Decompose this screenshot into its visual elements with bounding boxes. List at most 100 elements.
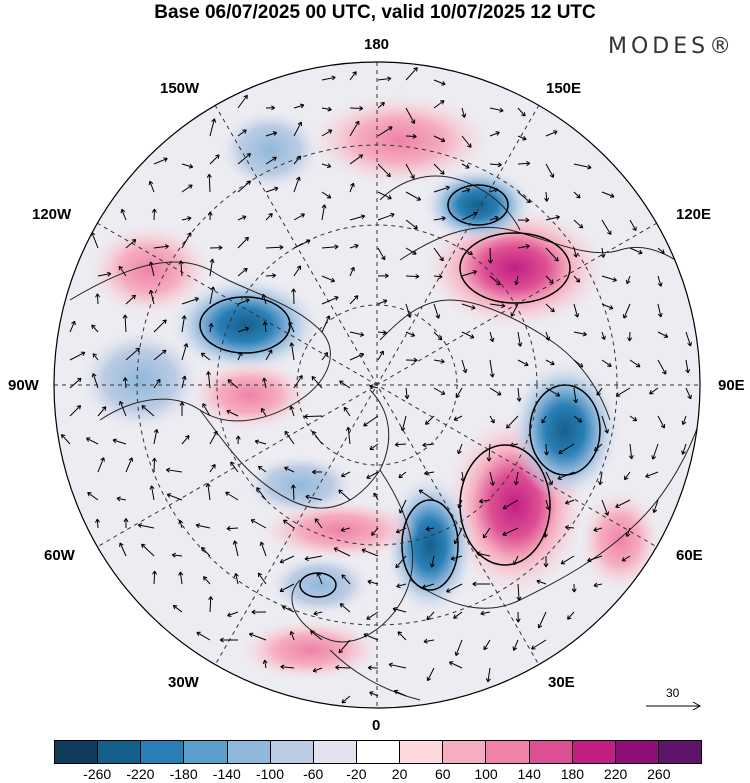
wind-arrow <box>91 373 99 389</box>
wind-arrow <box>517 135 527 141</box>
wind-arrow <box>510 303 519 317</box>
wind-arrow <box>405 247 417 255</box>
wind-arrow <box>97 457 105 473</box>
wind-arrow <box>629 415 638 422</box>
wind-arrow <box>254 439 267 445</box>
wind-arrow <box>333 547 351 557</box>
wind-arrow <box>118 400 127 417</box>
colorbar-tick-label: 140 <box>517 766 541 782</box>
wind-arrow <box>517 107 526 117</box>
wind-arrow <box>349 154 364 165</box>
graticule <box>54 62 700 708</box>
wind-arrow <box>393 689 407 697</box>
wind-arrow <box>457 499 463 509</box>
wind-arrow <box>340 527 351 533</box>
wind-arrow <box>343 406 351 417</box>
wind-arrow <box>262 659 268 669</box>
wind-arrow <box>587 555 603 563</box>
colorbar-swatch <box>226 741 270 763</box>
wind-arrow <box>377 163 391 178</box>
wind-arrow <box>573 359 584 368</box>
wind-arrow <box>651 443 659 460</box>
wind-arrow <box>433 387 446 395</box>
wind-arrow <box>460 471 466 482</box>
wind-arrow <box>377 126 393 137</box>
wind-arrow <box>571 583 577 593</box>
wind-arrow <box>593 582 603 588</box>
wind-arrow <box>545 387 561 397</box>
wind-arrow <box>291 288 297 305</box>
positive-anomaly-europe <box>240 620 380 680</box>
wind-arrow <box>312 469 323 475</box>
wind-arrow <box>377 273 389 279</box>
wind-arrow <box>226 526 239 532</box>
wind-arrow <box>366 611 379 620</box>
wind-arrow <box>489 131 500 137</box>
wind-arrow <box>377 247 386 261</box>
wind-arrow <box>248 632 267 641</box>
colorbar-swatch <box>183 741 227 763</box>
colorbar-swatch <box>442 741 486 763</box>
colorbar-tick-label: -220 <box>126 766 155 782</box>
label-180: 180 <box>364 36 390 53</box>
wind-arrow <box>489 275 501 286</box>
wind-arrow <box>453 415 463 421</box>
wind-arrow <box>388 662 407 669</box>
wind-arrow <box>209 286 216 305</box>
wind-arrow <box>489 303 506 309</box>
wind-arrow <box>141 405 155 417</box>
wind-arrow <box>265 349 273 361</box>
wind-arrow <box>153 429 159 445</box>
wind-arrow <box>509 442 519 448</box>
wind-arrow <box>363 415 379 427</box>
wind-arrow <box>513 555 519 566</box>
wind-arrow <box>433 303 441 319</box>
wind-arrow <box>151 208 157 221</box>
wind-arrow <box>206 173 212 193</box>
wind-arrow <box>257 572 267 585</box>
wind-arrow <box>657 247 665 254</box>
wind-arrow <box>87 491 99 501</box>
wind-arrow <box>404 387 410 400</box>
wind-arrow <box>489 187 498 193</box>
wind-arrow <box>557 471 575 480</box>
wind-arrow <box>423 638 435 644</box>
wind-arrow <box>405 219 418 230</box>
wind-arrow <box>369 691 379 697</box>
colorbar-tick-label: 100 <box>474 766 498 782</box>
wind-arrow <box>657 359 667 375</box>
wind-arrow <box>123 518 129 529</box>
wind-arrow <box>293 265 302 277</box>
wind-arrow <box>573 163 592 170</box>
wind-arrow <box>502 499 519 510</box>
wind-arrow <box>97 406 107 417</box>
wind-arrow <box>153 319 167 333</box>
negative-anomaly-kara-sea <box>510 360 620 500</box>
wind-arrow <box>237 298 250 305</box>
wind-arrow <box>625 527 631 538</box>
wind-arrow <box>92 353 99 361</box>
label-150e: 150E <box>546 80 582 97</box>
wind-arrow <box>516 387 522 402</box>
wind-arrow <box>657 303 663 318</box>
wind-arrow <box>237 180 252 193</box>
wind-arrow <box>178 260 184 277</box>
wind-arrow <box>487 247 493 264</box>
wind-arrow <box>476 551 491 557</box>
wind-arrow <box>531 639 547 650</box>
wind-arrow <box>433 274 443 280</box>
wind-arrow <box>125 238 137 249</box>
wind-arrow <box>304 555 323 562</box>
wind-arrow <box>573 275 581 283</box>
wind-arrow <box>148 289 155 305</box>
colorbar-swatch <box>571 741 615 763</box>
wind-arrow <box>433 247 444 262</box>
wind-arrow <box>545 163 555 178</box>
wind-arrow <box>517 243 530 249</box>
wind-arrow <box>545 303 555 313</box>
wind-arrow <box>283 519 295 529</box>
wind-arrow <box>489 107 504 113</box>
wind-arrow <box>506 415 519 429</box>
colorbar-tick-label: 180 <box>560 766 585 782</box>
